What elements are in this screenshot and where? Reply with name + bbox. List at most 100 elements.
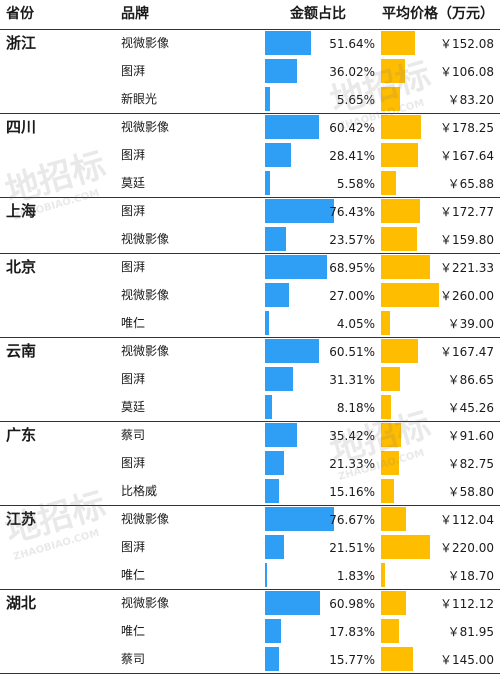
share-bar [265, 619, 282, 643]
price-value: ￥167.64 [440, 149, 494, 163]
share-value: 28.41% [329, 149, 375, 163]
brand-label: 图湃 [121, 204, 146, 218]
price-value: ￥167.47 [440, 345, 494, 359]
share-value: 5.65% [336, 93, 375, 107]
share-value: 60.42% [329, 121, 375, 135]
share-value: 17.83% [329, 625, 375, 639]
price-bar [381, 115, 421, 139]
brand-label: 比格威 [121, 484, 158, 498]
share-value: 15.16% [329, 485, 375, 499]
price-bar [381, 255, 431, 279]
price-bar [381, 423, 402, 447]
price-value: ￥86.65 [447, 373, 494, 387]
price-bar [381, 563, 386, 587]
share-value: 21.33% [329, 457, 375, 471]
price-bar [381, 367, 401, 391]
price-bar [381, 31, 415, 55]
province-label: 上海 [6, 202, 37, 220]
price-value: ￥106.08 [440, 65, 494, 79]
price-value: ￥18.70 [447, 569, 494, 583]
row-divider [0, 421, 500, 422]
province-label: 江苏 [6, 510, 37, 528]
price-value: ￥159.80 [440, 233, 494, 247]
share-value: 31.31% [329, 373, 375, 387]
share-bar [265, 171, 271, 195]
share-bar [265, 255, 328, 279]
share-value: 1.83% [336, 569, 375, 583]
price-bar [381, 591, 406, 615]
share-bar [265, 367, 294, 391]
row-divider [0, 197, 500, 198]
price-bar [381, 339, 419, 363]
price-bar [381, 619, 400, 643]
price-value: ￥91.60 [447, 429, 494, 443]
row-divider [0, 589, 500, 590]
price-value: ￥65.88 [447, 177, 494, 191]
province-label: 四川 [6, 118, 37, 136]
share-value: 23.57% [329, 233, 375, 247]
share-bar [265, 507, 334, 531]
brand-label: 视微影像 [121, 120, 170, 134]
brand-label: 图湃 [121, 456, 146, 470]
price-value: ￥39.00 [447, 317, 494, 331]
row-divider [0, 505, 500, 506]
price-value: ￥260.00 [440, 289, 494, 303]
province-label: 浙江 [6, 34, 37, 52]
share-value: 35.42% [329, 429, 375, 443]
brand-label: 视微影像 [121, 344, 170, 358]
price-value: ￥45.26 [447, 401, 494, 415]
share-bar [265, 479, 279, 503]
share-value: 36.02% [329, 65, 375, 79]
header-brand: 品牌 [121, 6, 149, 22]
price-bar [381, 479, 395, 503]
share-value: 76.67% [329, 513, 375, 527]
share-bar [265, 339, 320, 363]
price-bar [381, 451, 400, 475]
price-bar [381, 311, 390, 335]
brand-label: 蔡司 [121, 652, 146, 666]
share-value: 27.00% [329, 289, 375, 303]
price-value: ￥112.04 [440, 513, 494, 527]
price-value: ￥81.95 [447, 625, 494, 639]
brand-label: 图湃 [121, 372, 146, 386]
share-bar [265, 647, 280, 671]
brand-label: 图湃 [121, 64, 146, 78]
row-divider [0, 253, 500, 254]
share-value: 60.51% [329, 345, 375, 359]
price-bar [381, 87, 400, 111]
brand-label: 图湃 [121, 540, 146, 554]
brand-label: 视微影像 [121, 512, 170, 526]
price-value: ￥220.00 [440, 541, 494, 555]
price-value: ￥58.80 [447, 485, 494, 499]
brand-label: 唯仁 [121, 316, 146, 330]
header-province: 省份 [6, 6, 34, 22]
share-value: 15.77% [329, 653, 375, 667]
share-bar [265, 31, 312, 55]
brand-label: 视微影像 [121, 36, 170, 50]
price-bar [381, 59, 405, 83]
share-value: 76.43% [329, 205, 375, 219]
price-bar [381, 507, 406, 531]
brand-label: 图湃 [121, 260, 146, 274]
brand-label: 图湃 [121, 148, 146, 162]
price-bar [381, 535, 431, 559]
price-value: ￥178.25 [440, 121, 494, 135]
brand-label: 蔡司 [121, 428, 146, 442]
price-value: ￥112.12 [440, 597, 494, 611]
share-bar [265, 451, 285, 475]
share-bar [265, 143, 291, 167]
share-bar [265, 283, 290, 307]
brand-label: 视微影像 [121, 288, 170, 302]
header-share: 金额占比 [290, 6, 346, 22]
share-bar [265, 59, 298, 83]
province-label: 广东 [6, 426, 37, 444]
row-divider [0, 113, 500, 114]
brand-label: 唯仁 [121, 624, 146, 638]
share-bar [265, 87, 271, 111]
price-value: ￥82.75 [447, 457, 494, 471]
province-label: 北京 [6, 258, 37, 276]
brand-label: 新眼光 [121, 92, 158, 106]
share-bar [265, 535, 285, 559]
price-bar [381, 143, 419, 167]
